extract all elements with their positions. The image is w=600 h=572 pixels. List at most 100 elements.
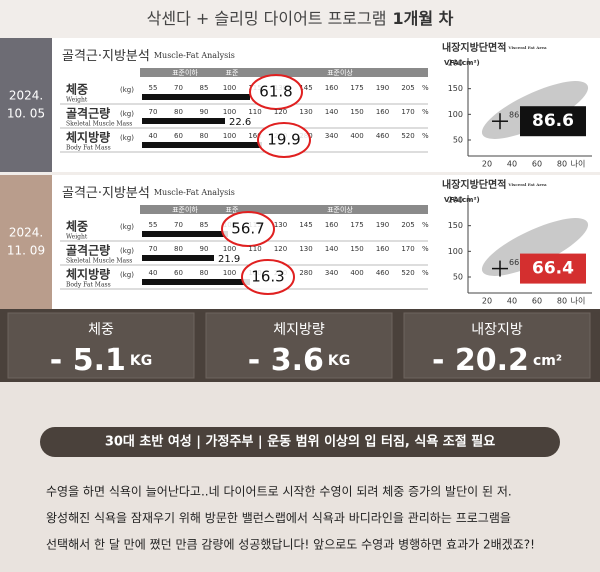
scale-label: 100 [223,84,236,92]
scale-label: 70 [174,221,183,229]
story-background [0,382,600,572]
date: 11. 09 [7,244,45,258]
row-unit: (kg) [120,223,134,231]
percent-sign: % [422,245,429,253]
scale-label: 150 [350,108,363,116]
point-label: 86 [509,111,519,120]
scale-label: 145 [299,221,312,229]
row-unit: (kg) [120,271,134,279]
header-label: 표준이상 [327,68,353,77]
row-value: 22.6 [229,117,251,128]
summary-label: 내장지방 [471,322,523,338]
summary-box [7,312,195,379]
x-tick-label: 80 [557,297,567,306]
point-label: 66 [509,258,519,267]
header-label: 표준 [226,69,239,77]
percent-sign: % [422,84,429,92]
header-label: 표준이하 [172,68,198,77]
highlight-circle [257,122,311,158]
vfa-title: 내장지방단면적 Visceral Fat Area [442,41,547,54]
scale-label: 100 [223,245,236,253]
analysis-subtitle: Muscle-Fat Analysis [154,51,235,60]
analysis-title: 골격근·지방분석 Muscle-Fat Analysis [62,186,235,201]
row-label-en: Skeletal Muscle Mass [66,258,132,265]
scale-label: 520 [401,132,414,140]
header-band [140,205,428,214]
row-bar [142,142,262,148]
scale-label: 100 [223,132,236,140]
story-line: 왕성해진 식욕을 잠재우기 위해 방문한 밸런스랩에서 식욕과 바디라인을 관리… [46,511,511,525]
row-label: 체중 [66,219,88,234]
row-label: 체중 [66,82,88,97]
y-tick-label: 100 [448,110,463,119]
x-tick-label: 40 [507,297,517,306]
summary-unit: KG [328,353,350,369]
row-label: 체지방량 [66,267,110,282]
summary-number: - 5.1 [50,343,126,378]
row-label-en: Body Fat Mass [66,145,111,152]
row-value: 56.7 [231,220,264,238]
summary-label: 체중 [88,322,114,338]
row-label: 골격근량 [66,106,110,121]
scale-label: 40 [149,269,158,277]
row-value: 19.9 [267,131,300,149]
header-label: 표준이상 [327,205,353,214]
summary-value: - 5.1 KG [50,343,152,378]
percent-sign: % [422,108,429,116]
vfa-value-box [520,253,586,284]
summary-unit: cm² [533,353,562,369]
y-tick-label: 200 [448,196,463,205]
scale-label: 160 [376,245,389,253]
scale-label: 60 [174,269,183,277]
y-tick-label: 200 [448,59,463,68]
vfa-value: 86.6 [532,111,574,131]
scale-label: 70 [174,84,183,92]
scale-label: 90 [200,245,209,253]
scale-label: 90 [200,108,209,116]
scale-label: 70 [149,245,158,253]
summary-unit: KG [130,353,152,369]
scale-label: 400 [350,132,363,140]
row-bar [142,94,250,100]
vfa-point [492,113,508,130]
date-panel [0,175,52,309]
vfa-value-box [520,106,586,137]
highlight-circle [249,74,303,110]
x-tick-label: 80 [557,160,567,169]
scale-label: 100 [223,269,236,277]
row-value: 16.3 [251,268,284,286]
vfa-title: 내장지방단면적 Visceral Fat Area [442,178,547,191]
scale-label: 400 [350,269,363,277]
page-title: 삭센다 + 슬리밍 다이어트 프로그램 1개월 차 [147,9,454,28]
vfa-title-ko: 내장지방단면적 [442,178,506,191]
profile: 30대 초반 여성 | 가정주부 | 운동 범위 이상의 입 터짐, 식욕 조절… [105,434,495,450]
scale-label: 460 [376,269,389,277]
title-bold: 1개월 차 [392,9,453,28]
row-label: 골격근량 [66,243,110,258]
percent-sign: % [422,269,429,277]
date-panel [0,38,52,172]
x-tick-label: 20 [482,297,492,306]
header-label: 표준 [226,206,239,214]
scale-label: 100 [223,108,236,116]
scale-label: 130 [299,245,312,253]
row-label-en: Body Fat Mass [66,282,111,289]
header-band [140,68,428,77]
story-line: 수영을 하면 식욕이 늘어난다고..네 다이어트로 시작한 수영이 되려 체중 … [46,485,512,499]
vfa-axis-label: VFA(cm²) [444,59,480,67]
y-tick-label: 50 [453,136,463,145]
scale-label: 340 [325,132,338,140]
date: 10. 05 [7,107,45,121]
analysis-title-ko: 골격근·지방분석 [62,186,150,201]
vfa-axis-label: VFA(cm²) [444,196,480,204]
scale-label: 85 [200,84,209,92]
y-tick-label: 50 [453,273,463,282]
scale-label: 145 [299,84,312,92]
vfa-normal-band [481,218,589,276]
vfa-point [492,260,508,277]
scale-label: 160 [376,108,389,116]
row-bar [142,255,214,261]
scale-label: 175 [350,84,363,92]
date: 2024. [9,89,43,103]
